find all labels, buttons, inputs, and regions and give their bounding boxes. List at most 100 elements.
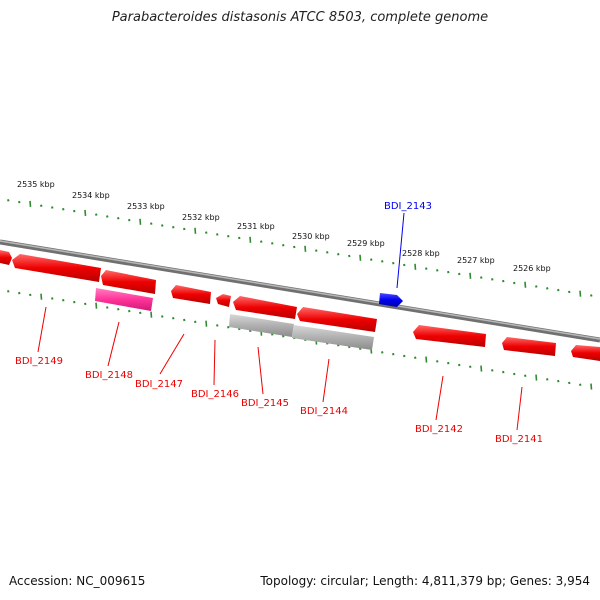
scale-ticks-outer xyxy=(7,199,593,297)
major-tick xyxy=(590,383,593,390)
gene-label-BDI_2143[interactable]: BDI_2143 xyxy=(384,201,432,212)
gene-label-BDI_2149[interactable]: BDI_2149 xyxy=(15,356,63,367)
minor-tick xyxy=(40,204,43,207)
minor-tick xyxy=(436,269,439,272)
gene-label-BDI_2146[interactable]: BDI_2146 xyxy=(191,389,239,400)
major-tick xyxy=(40,293,43,300)
genome-summary-text: Topology: circular; Length: 4,811,379 bp… xyxy=(260,574,590,588)
minor-tick xyxy=(579,383,582,386)
gene-feature-BDI_2146b[interactable] xyxy=(233,296,297,319)
gene-features xyxy=(0,250,600,361)
major-tick xyxy=(150,311,153,318)
minor-tick xyxy=(271,242,274,245)
minor-tick xyxy=(29,293,32,297)
minor-tick xyxy=(172,317,175,320)
minor-tick xyxy=(370,258,373,261)
leader-BDI_2147 xyxy=(159,333,185,375)
scale-label: 2529 kbp xyxy=(347,239,385,248)
minor-tick xyxy=(172,226,175,229)
leader-BDI_2141 xyxy=(516,386,523,431)
minor-tick xyxy=(227,234,230,238)
label-leaders xyxy=(37,212,523,431)
minor-tick xyxy=(502,279,505,283)
gene-feature-BDI_2142[interactable] xyxy=(413,325,486,347)
minor-tick xyxy=(139,311,142,315)
minor-tick xyxy=(326,251,329,254)
gene-feature-BDI_2149[interactable] xyxy=(12,254,101,282)
minor-tick xyxy=(392,261,395,265)
major-tick xyxy=(249,236,252,243)
major-tick xyxy=(205,320,208,327)
minor-tick xyxy=(381,351,384,354)
minor-tick xyxy=(502,370,505,374)
gene-feature-BDI_2144-rna[interactable] xyxy=(292,325,374,350)
minor-tick xyxy=(447,361,450,365)
gene-feature-BDI_2145[interactable] xyxy=(229,314,294,337)
scale-label: 2534 kbp xyxy=(72,191,110,200)
minor-tick xyxy=(513,372,516,376)
leader-BDI_2148 xyxy=(107,321,120,367)
minor-tick xyxy=(128,218,131,222)
minor-tick xyxy=(458,272,461,276)
minor-tick xyxy=(161,224,164,227)
minor-tick xyxy=(557,379,560,383)
scale-labels: 2535 kbp 2534 kbp 2533 kbp 2532 kbp 2531… xyxy=(17,180,551,273)
gene-feature-BDI_2141[interactable] xyxy=(502,337,556,356)
major-tick xyxy=(84,209,87,216)
gene-feature-BDI_2144[interactable] xyxy=(297,307,377,332)
minor-tick xyxy=(51,297,54,300)
minor-tick xyxy=(117,308,120,311)
minor-tick xyxy=(381,260,384,263)
minor-tick xyxy=(315,249,318,252)
map-title: Parabacteroides distasonis ATCC 8503, co… xyxy=(111,10,489,25)
minor-tick xyxy=(216,324,219,327)
minor-tick xyxy=(469,365,472,369)
minor-tick xyxy=(84,302,87,306)
gene-label-BDI_2144[interactable]: BDI_2144 xyxy=(300,406,348,417)
gene-feature-BDI_2148-pseudo[interactable] xyxy=(95,288,153,311)
gene-feature-right-edge[interactable] xyxy=(571,345,600,361)
minor-tick xyxy=(205,231,208,234)
leader-BDI_2146 xyxy=(213,339,216,386)
scale-label: 2530 kbp xyxy=(292,232,330,241)
gene-label-BDI_2148[interactable]: BDI_2148 xyxy=(85,370,133,381)
gene-label-BDI_2147[interactable]: BDI_2147 xyxy=(135,379,183,390)
minor-tick xyxy=(513,281,516,285)
gene-label-BDI_2141[interactable]: BDI_2141 xyxy=(495,434,543,445)
gene-label-BDI_2145[interactable]: BDI_2145 xyxy=(241,398,289,409)
minor-tick xyxy=(524,374,527,377)
scale-label: 2527 kbp xyxy=(457,256,495,265)
minor-tick xyxy=(458,363,461,367)
gene-feature-BDI_2147[interactable] xyxy=(171,285,211,304)
minor-tick xyxy=(95,213,98,216)
minor-tick xyxy=(392,352,395,356)
gene-feature-left-edge[interactable] xyxy=(0,250,12,265)
minor-tick xyxy=(436,360,439,363)
gene-feature-BDI_2143[interactable] xyxy=(379,293,403,307)
minor-tick xyxy=(557,288,560,292)
minor-tick xyxy=(414,356,417,360)
minor-tick xyxy=(447,270,450,274)
minor-tick xyxy=(403,354,406,358)
minor-tick xyxy=(568,381,571,385)
minor-tick xyxy=(194,320,197,324)
gene-label-BDI_2142[interactable]: BDI_2142 xyxy=(415,424,463,435)
major-tick xyxy=(139,218,142,225)
minor-tick xyxy=(238,236,241,240)
gene-feature-BDI_2148[interactable] xyxy=(101,270,156,294)
minor-tick xyxy=(7,290,10,293)
major-tick xyxy=(194,227,197,234)
major-tick xyxy=(95,302,98,309)
minor-tick xyxy=(7,199,10,202)
leader-BDI_2144 xyxy=(322,358,330,403)
leader-BDI_2142 xyxy=(435,375,444,421)
gene-feature-BDI_2146[interactable] xyxy=(216,294,231,307)
minor-tick xyxy=(480,276,483,279)
minor-tick xyxy=(491,278,494,281)
minor-tick xyxy=(535,285,538,288)
minor-tick xyxy=(18,291,21,295)
major-tick xyxy=(425,356,428,363)
scale-label: 2532 kbp xyxy=(182,213,220,222)
minor-tick xyxy=(590,294,593,297)
major-tick xyxy=(469,272,472,279)
